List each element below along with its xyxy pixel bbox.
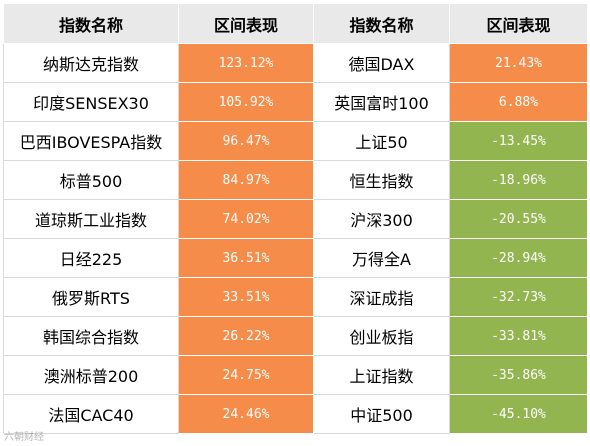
right-index-name: 上证指数 (313, 355, 450, 395)
left-index-name: 澳洲标普200 (3, 355, 179, 395)
table-row: 韩国综合指数 26.22% 创业板指 -33.81% (3, 316, 588, 356)
table-body: 纳斯达克指数 123.12% 德国DAX 21.43% 印度SENSEX30 105.92… (3, 43, 588, 434)
header-index-name-right: 指数名称 (313, 3, 450, 44)
left-performance-value: 24.46% (178, 394, 314, 434)
left-performance-value: 26.22% (178, 316, 314, 356)
left-index-name: 韩国综合指数 (3, 316, 179, 356)
left-performance-value: 84.97% (178, 160, 314, 200)
table-row: 法国CAC40 24.46% 中证500 -45.10% (3, 394, 588, 434)
left-index-name: 法国CAC40 (3, 394, 179, 434)
left-performance-value: 74.02% (178, 199, 314, 239)
right-index-name: 中证500 (313, 394, 450, 434)
left-index-name: 标普500 (3, 160, 179, 200)
index-performance-table: 指数名称 区间表现 指数名称 区间表现 纳斯达克指数 123.12% 德国DAX 21… (3, 3, 588, 434)
right-index-name: 万得全A (313, 238, 450, 278)
header-performance-right: 区间表现 (449, 3, 588, 44)
right-performance-value: 6.88% (449, 82, 588, 122)
left-performance-value: 24.75% (178, 355, 314, 395)
left-index-name: 道琼斯工业指数 (3, 199, 179, 239)
watermark-text: 六朝财经 (4, 432, 44, 443)
right-index-name: 德国DAX (313, 43, 450, 83)
right-index-name: 沪深300 (313, 199, 450, 239)
left-index-name: 纳斯达克指数 (3, 43, 179, 83)
right-performance-value: -32.73% (449, 277, 588, 317)
table-row: 纳斯达克指数 123.12% 德国DAX 21.43% (3, 43, 588, 83)
right-index-name: 深证成指 (313, 277, 450, 317)
left-performance-value: 105.92% (178, 82, 314, 122)
left-performance-value: 33.51% (178, 277, 314, 317)
table-row: 巴西IBOVESPA指数 96.47% 上证50 -13.45% (3, 121, 588, 161)
right-index-name: 恒生指数 (313, 160, 450, 200)
header-row: 指数名称 区间表现 指数名称 区间表现 (3, 3, 588, 44)
right-performance-value: -35.86% (449, 355, 588, 395)
right-performance-value: -13.45% (449, 121, 588, 161)
right-index-name: 创业板指 (313, 316, 450, 356)
header-index-name-left: 指数名称 (3, 3, 179, 44)
right-performance-value: -45.10% (449, 394, 588, 434)
table-row: 印度SENSEX30 105.92% 英国富时100 6.88% (3, 82, 588, 122)
header-performance-left: 区间表现 (178, 3, 314, 44)
table-row: 道琼斯工业指数 74.02% 沪深300 -20.55% (3, 199, 588, 239)
left-index-name: 日经225 (3, 238, 179, 278)
left-performance-value: 36.51% (178, 238, 314, 278)
table-row: 日经225 36.51% 万得全A -28.94% (3, 238, 588, 278)
left-performance-value: 123.12% (178, 43, 314, 83)
table-row: 标普500 84.97% 恒生指数 -18.96% (3, 160, 588, 200)
table-row: 俄罗斯RTS 33.51% 深证成指 -32.73% (3, 277, 588, 317)
table-row: 澳洲标普200 24.75% 上证指数 -35.86% (3, 355, 588, 395)
right-performance-value: 21.43% (449, 43, 588, 83)
index-performance-table-container: 指数名称 区间表现 指数名称 区间表现 纳斯达克指数 123.12% 德国DAX 21… (3, 3, 588, 443)
left-index-name: 印度SENSEX30 (3, 82, 179, 122)
right-index-name: 上证50 (313, 121, 450, 161)
right-performance-value: -33.81% (449, 316, 588, 356)
right-performance-value: -18.96% (449, 160, 588, 200)
left-index-name: 俄罗斯RTS (3, 277, 179, 317)
right-performance-value: -20.55% (449, 199, 588, 239)
right-performance-value: -28.94% (449, 238, 588, 278)
left-performance-value: 96.47% (178, 121, 314, 161)
left-index-name: 巴西IBOVESPA指数 (3, 121, 179, 161)
right-index-name: 英国富时100 (313, 82, 450, 122)
